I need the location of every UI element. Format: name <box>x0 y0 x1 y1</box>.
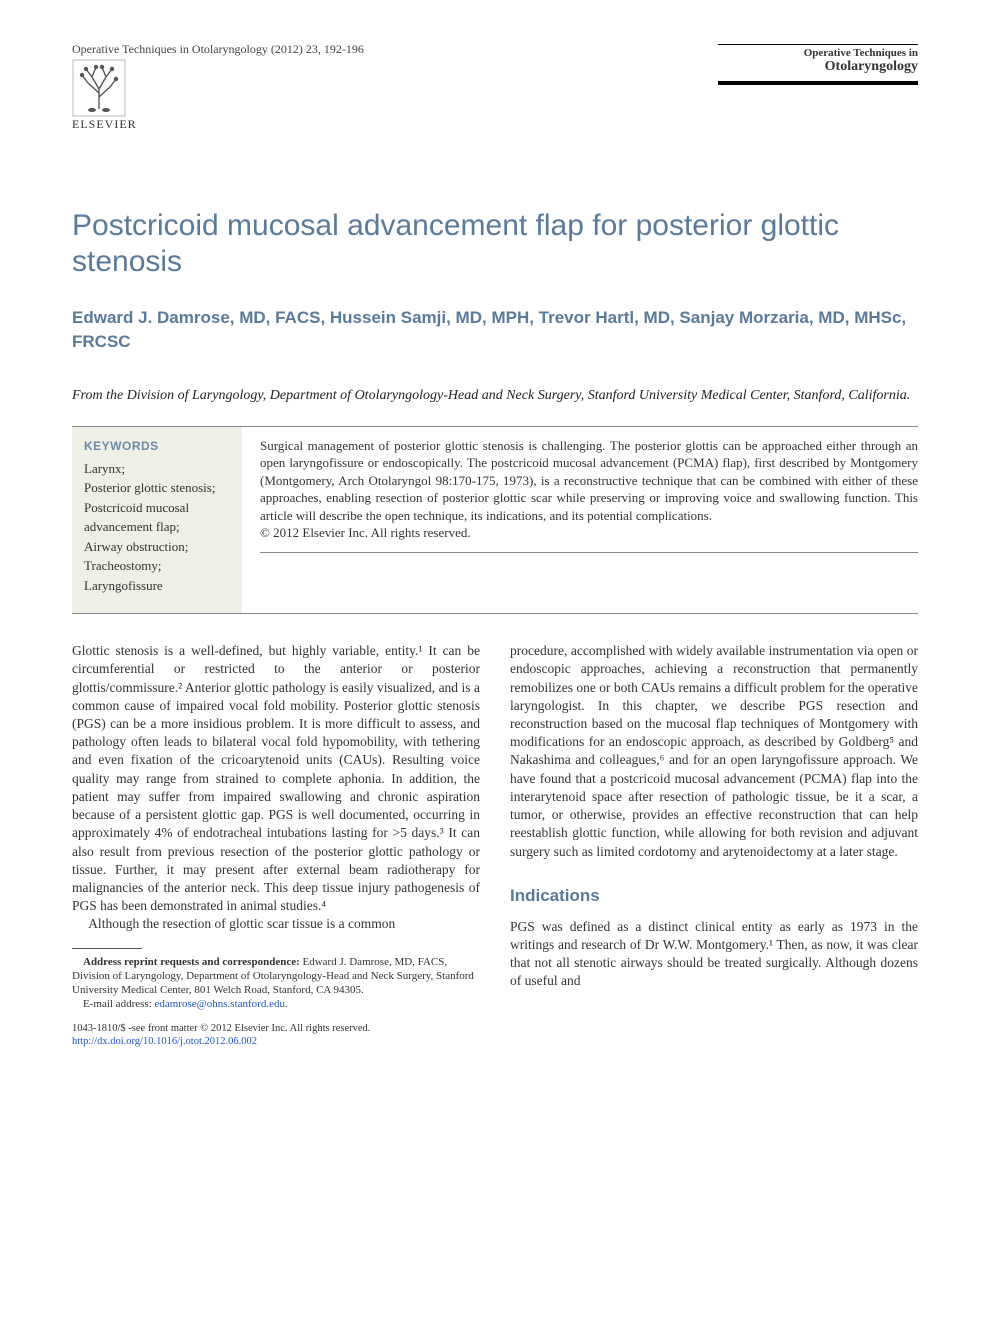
keywords-box: KEYWORDS Larynx; Posterior glottic steno… <box>72 427 242 614</box>
affiliation-text: From the Division of Laryngology, Depart… <box>72 388 918 404</box>
correspondence-footnote: Address reprint requests and corresponde… <box>72 955 480 998</box>
abstract-copyright: © 2012 Elsevier Inc. All rights reserved… <box>260 525 471 540</box>
column-right: procedure, accomplished with widely avai… <box>510 642 918 1049</box>
article-title: Postcricoid mucosal advancement flap for… <box>72 208 918 280</box>
copyright-footer: 1043-1810/$ -see front matter © 2012 Els… <box>72 1022 480 1049</box>
address-label: Address reprint requests and corresponde… <box>83 956 300 968</box>
section-heading-indications: Indications <box>510 885 918 908</box>
email-label: E-mail address: <box>83 998 154 1010</box>
email-footnote: E-mail address: edamrose@ohns.stanford.e… <box>72 997 480 1011</box>
footnote-separator <box>72 948 142 949</box>
citation-text: Operative Techniques in Otolaryngology (… <box>72 42 364 57</box>
journal-title-box: Operative Techniques in Otolaryngology <box>718 42 918 85</box>
email-link[interactable]: edamrose@ohns.stanford.edu <box>154 998 285 1010</box>
body-para-4: PGS was defined as a distinct clinical e… <box>510 918 918 991</box>
author-list: Edward J. Damrose, MD, FACS, Hussein Sam… <box>72 306 918 354</box>
abstract-text-box: Surgical management of posterior glottic… <box>260 427 918 614</box>
page-root: Operative Techniques in Otolaryngology (… <box>0 0 990 1097</box>
keywords-heading: KEYWORDS <box>84 437 230 455</box>
body-para-1: Glottic stenosis is a well-defined, but … <box>72 642 480 915</box>
body-columns: Glottic stenosis is a well-defined, but … <box>72 642 918 1049</box>
publisher-logo-block <box>72 59 364 117</box>
header-left: Operative Techniques in Otolaryngology (… <box>72 42 364 132</box>
body-para-3: procedure, accomplished with widely avai… <box>510 642 918 861</box>
publisher-name: ELSEVIER <box>72 117 364 132</box>
doi-link[interactable]: http://dx.doi.org/10.1016/j.otot.2012.06… <box>72 1036 257 1047</box>
header-bar: Operative Techniques in Otolaryngology (… <box>72 42 918 132</box>
elsevier-tree-icon <box>72 59 126 117</box>
abstract-text: Surgical management of posterior glottic… <box>260 438 918 523</box>
abstract-block: KEYWORDS Larynx; Posterior glottic steno… <box>72 426 918 615</box>
journal-subtitle: Operative Techniques in <box>718 47 918 59</box>
journal-title: Otolaryngology <box>718 59 918 75</box>
column-left: Glottic stenosis is a well-defined, but … <box>72 642 480 1049</box>
copyright-line: 1043-1810/$ -see front matter © 2012 Els… <box>72 1022 480 1036</box>
keywords-list: Larynx; Posterior glottic stenosis; Post… <box>84 459 230 596</box>
body-para-2: Although the resection of glottic scar t… <box>72 915 480 933</box>
